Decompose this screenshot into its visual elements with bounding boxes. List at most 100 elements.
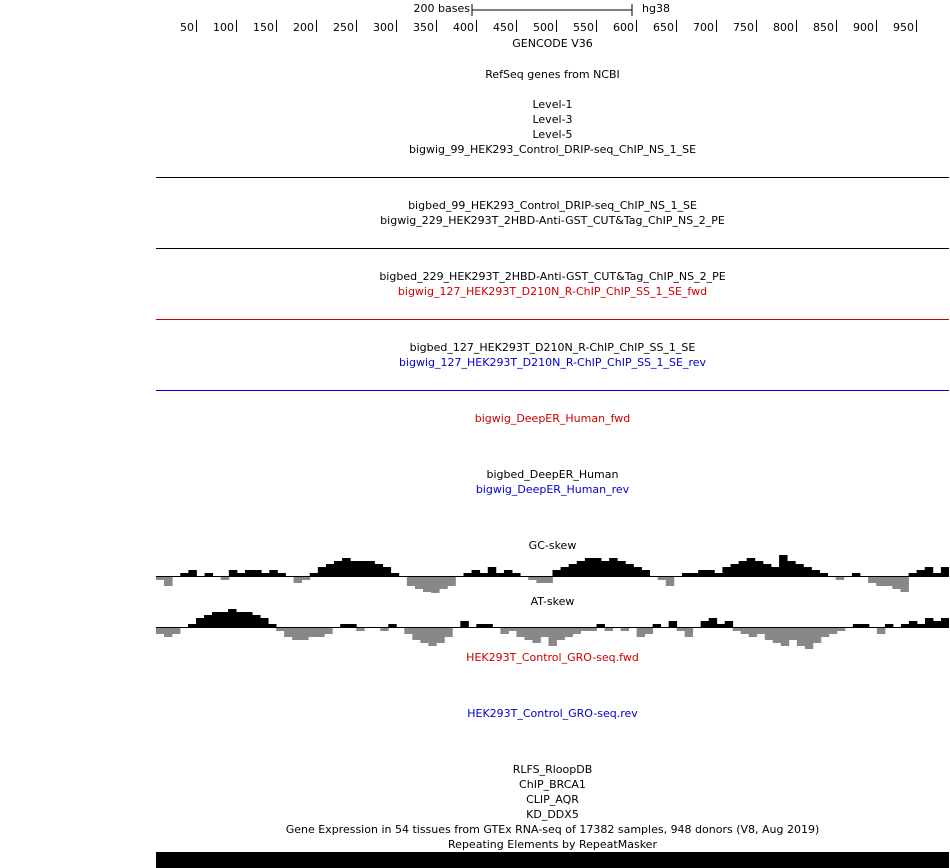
track-clip-aqr[interactable]: CLIP_AQR (526, 793, 579, 806)
skew-bar (604, 628, 613, 631)
ruler-tick-label: 800 (773, 21, 794, 34)
skew-bar (476, 624, 485, 627)
ruler-tick-mark (196, 20, 197, 32)
ruler-tick-mark (636, 20, 637, 32)
skew-bar (940, 567, 949, 576)
ruler-tick-label: 950 (893, 21, 914, 34)
bigwig-229-baseline (156, 248, 949, 249)
track-deeper-rev[interactable]: bigwig_DeepER_Human_rev (475, 483, 630, 496)
ruler-tick-label: 650 (653, 21, 674, 34)
ruler-tick-label: 350 (413, 21, 434, 34)
skew-bar (924, 618, 934, 627)
skew-bar (625, 564, 634, 576)
track-bigbed-127[interactable]: bigbed_127_HEK293T_D210N_R-ChIP_ChIP_SS_… (409, 341, 696, 354)
skew-bar (260, 618, 269, 627)
track-bigbed-229[interactable]: bigbed_229_HEK293T_2HBD-Anti-GST_CUT&Tag… (379, 270, 726, 283)
skew-bar (657, 577, 667, 580)
skew-bar (568, 564, 578, 576)
skew-bar (876, 577, 885, 586)
skew-bar (236, 573, 246, 576)
skew-bar (300, 628, 309, 640)
skew-bar (684, 628, 694, 637)
skew-bar (572, 628, 581, 634)
skew-bar (228, 570, 238, 576)
ruler-tick-mark (516, 20, 517, 32)
ruler-tick-label: 200 (293, 21, 314, 34)
skew-bar (764, 628, 774, 640)
track-rlfs[interactable]: RLFS_RloopDB (512, 763, 593, 776)
skew-bar (788, 628, 798, 640)
skew-bar (180, 573, 189, 576)
track-level5[interactable]: Level-5 (532, 128, 573, 141)
skew-bar (277, 573, 286, 576)
skew-bar (596, 624, 605, 627)
track-bigwig-127-rev[interactable]: bigwig_127_HEK293T_D210N_R-ChIP_ChIP_SS_… (398, 356, 707, 369)
skew-bar (908, 573, 918, 576)
skew-bar (780, 628, 790, 646)
skew-bar (412, 628, 421, 640)
track-level3[interactable]: Level-3 (532, 113, 573, 126)
track-refseq[interactable]: RefSeq genes from NCBI (485, 68, 620, 81)
ruler-tick-label: 100 (213, 21, 234, 34)
track-gtex[interactable]: Gene Expression in 54 tissues from GTEx … (285, 823, 820, 836)
skew-bar (524, 628, 533, 640)
skew-bar (156, 628, 165, 634)
track-rmsk[interactable]: Repeating Elements by RepeatMasker (448, 838, 657, 851)
bigwig-127-rev-baseline (156, 390, 949, 391)
ruler-tick-label: 150 (253, 21, 274, 34)
skew-bar (495, 573, 505, 576)
track-bigwig-229[interactable]: bigwig_229_HEK293T_2HBD-Anti-GST_CUT&Tag… (380, 214, 725, 227)
skew-bar (309, 573, 319, 576)
skew-bar (940, 618, 949, 627)
skew-bar (348, 624, 357, 627)
skew-bar (746, 558, 756, 576)
skew-bar (268, 624, 277, 627)
skew-bar (852, 624, 862, 627)
skew-bar (317, 567, 327, 576)
skew-bar (236, 612, 245, 627)
track-gro-rev[interactable]: HEK293T_Control_GRO-seq.rev (467, 707, 638, 720)
skew-bar (261, 573, 270, 576)
skew-bar (431, 577, 440, 593)
skew-bar (301, 577, 311, 580)
track-bigwig-127-fwd[interactable]: bigwig_127_HEK293T_D210N_R-ChIP_ChIP_SS_… (397, 285, 708, 298)
track-chip-brca1[interactable]: ChIP_BRCA1 (519, 778, 586, 791)
track-gc-skew[interactable]: GC-skew (528, 539, 577, 552)
track-bigbed-99[interactable]: bigbed_99_HEK293_Control_DRIP-seq_ChIP_N… (408, 199, 697, 212)
skew-bar (820, 628, 830, 637)
skew-bar (576, 561, 586, 576)
track-level1[interactable]: Level-1 (532, 98, 573, 111)
track-bigwig-99[interactable]: bigwig_99_HEK293_Control_DRIP-seq_ChIP_N… (408, 143, 697, 156)
assembly-label: hg38 (642, 2, 670, 15)
skew-bar (714, 573, 723, 576)
rmsk-bar (156, 852, 949, 868)
skew-bar (811, 570, 820, 576)
skew-bar (868, 577, 877, 583)
skew-bar (706, 570, 715, 576)
skew-bar (916, 570, 926, 576)
skew-bar (716, 624, 726, 627)
track-gro-fwd[interactable]: HEK293T_Control_GRO-seq.fwd (466, 651, 639, 664)
track-gencode[interactable]: GENCODE V36 (512, 37, 593, 50)
skew-bar (324, 628, 333, 634)
ruler-tick-mark (556, 20, 557, 32)
skew-bar (406, 577, 416, 586)
skew-bar (220, 577, 230, 580)
track-at-skew[interactable]: AT-skew (530, 595, 575, 608)
skew-bar (220, 612, 229, 627)
skew-bar (532, 628, 541, 643)
skew-bar (884, 624, 894, 627)
track-deeper-fwd[interactable]: bigwig_DeepER_Human_fwd (474, 412, 631, 425)
skew-bar (876, 628, 886, 634)
skew-bar (738, 561, 748, 576)
ruler-tick-label: 550 (573, 21, 594, 34)
track-deeper-bigbed[interactable]: bigbed_DeepER_Human (486, 468, 619, 481)
track-kd-ddx5[interactable]: KD_DDX5 (526, 808, 579, 821)
ruler-tick-mark (276, 20, 277, 32)
skew-bar (690, 573, 699, 576)
skew-bar (665, 577, 675, 586)
skew-bar (932, 621, 942, 627)
skew-bar (439, 577, 448, 589)
skew-bar (244, 612, 253, 627)
skew-bar (644, 628, 654, 634)
